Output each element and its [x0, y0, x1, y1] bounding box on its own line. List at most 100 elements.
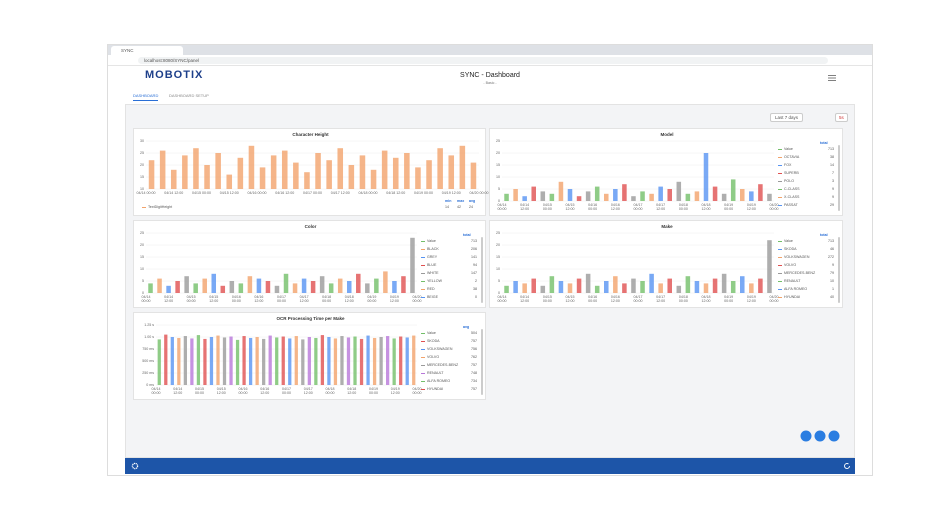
bar: [265, 281, 271, 293]
bar: [540, 191, 546, 201]
bar: [640, 191, 645, 201]
legend-swatch: [421, 265, 425, 266]
panel: Character Height 10 15 20 25 30 04/14 00:00 04/…: [133, 128, 489, 216]
legend-value: 7: [832, 171, 834, 175]
legend-name: ALFA ROMEO: [784, 287, 808, 291]
x-tick-label: 04/18 12:00: [344, 295, 354, 303]
tab-dashboard-setup[interactable]: DASHBOARD SETUP: [169, 93, 209, 98]
y-tick-label: 750 ms: [142, 347, 154, 351]
bar: [721, 273, 727, 293]
legend-swatch: [421, 249, 425, 250]
legend-swatch: [778, 281, 782, 282]
panel-title: Model: [660, 132, 674, 137]
legend-name: Value: [427, 331, 436, 335]
legend-value: 79: [830, 271, 834, 275]
legend-value: 94: [473, 263, 477, 267]
x-tick-label: 04/16 12:00: [610, 203, 620, 211]
bar: [749, 191, 754, 201]
x-tick-label: 04/14 00:00: [151, 387, 161, 395]
bar: [399, 336, 403, 385]
bar: [372, 337, 377, 385]
legend-value: 141: [471, 255, 477, 259]
bar: [270, 155, 277, 189]
bar: [216, 335, 220, 385]
menu-icon[interactable]: [828, 75, 836, 81]
legend-value: 0: [475, 295, 477, 299]
y-tick-label: 1.00 s: [144, 335, 154, 339]
address-bar[interactable]: localhost:8080/SYNC/panel: [138, 57, 828, 64]
plot: 0 5 10 15 20 25: [496, 231, 774, 295]
y-tick-label: 25: [496, 139, 500, 143]
bar: [712, 278, 718, 293]
panel-title: Character Height: [292, 132, 329, 137]
x-tick-label: 04/16 12:00: [275, 191, 295, 195]
bar: [159, 150, 166, 189]
legend-name: OCTAVIA: [784, 155, 800, 159]
bar: [426, 160, 432, 189]
x-tick-label: 04/15 00:00: [542, 203, 552, 211]
legend-column: avg: [469, 199, 476, 203]
fullscreen-button[interactable]: [814, 430, 826, 442]
legend-name: VOLVO: [427, 355, 440, 359]
tab[interactable]: SYNC: [111, 46, 183, 55]
bar: [229, 336, 233, 385]
legend-swatch: [778, 273, 782, 274]
time-range[interactable]: Last 7 days: [770, 113, 804, 122]
legend-value: 14: [830, 163, 834, 167]
bar: [274, 285, 280, 293]
panel-title: OCR Processing Time per Make: [276, 316, 345, 321]
x-tick-label: 04/17 12:00: [656, 203, 666, 211]
refresh-icon[interactable]: [843, 462, 851, 470]
legend-name: POLO: [784, 179, 794, 183]
legend-header: total: [820, 141, 828, 145]
legend-name: RENAULT: [427, 371, 444, 375]
legend-swatch: [421, 257, 425, 258]
x-tick-label: 04/17 00:00: [303, 191, 322, 195]
bar: [540, 285, 546, 293]
bar: [405, 337, 409, 385]
bar: [319, 276, 325, 293]
bar: [470, 162, 477, 189]
legend-value: 46: [830, 247, 834, 251]
legend-value: 748: [471, 371, 477, 375]
legend-swatch: [778, 205, 782, 206]
y-tick-label: 5: [142, 279, 144, 283]
bar: [448, 155, 455, 189]
bar: [459, 145, 466, 189]
bar: [504, 193, 509, 201]
bar: [226, 174, 233, 189]
bar: [531, 186, 536, 201]
y-tick-label: 15: [140, 255, 144, 259]
bar: [307, 337, 311, 385]
tab-dashboard[interactable]: DASHBOARD: [133, 93, 159, 101]
bar: [333, 338, 338, 385]
legend-value: 713: [828, 147, 834, 151]
reload-button[interactable]: [828, 430, 840, 442]
edit-button[interactable]: [800, 430, 812, 442]
legend-scrollbar: [481, 329, 483, 395]
bar: [182, 155, 188, 189]
bar: [337, 148, 344, 189]
bar: [658, 186, 663, 201]
x-tick-label: 04/19 12:00: [390, 387, 400, 395]
legend-name: BLUE: [427, 263, 437, 267]
settings-icon[interactable]: [131, 462, 139, 470]
x-tick-label: 04/19 12:00: [746, 203, 756, 211]
x-tick-label: 04/15 00:00: [186, 295, 196, 303]
y-tick-label: 20: [496, 151, 500, 155]
refresh-interval[interactable]: 5s: [835, 113, 848, 122]
legend-value: 272: [828, 255, 834, 259]
bar: [262, 338, 266, 385]
x-tick-label: 04/19 00:00: [724, 295, 734, 303]
bar: [522, 196, 527, 201]
toolbar: localhost:8080/SYNC/panel: [108, 55, 872, 66]
y-tick-label: 1.25 s: [144, 323, 154, 327]
bar: [379, 337, 383, 385]
bar: [640, 281, 645, 293]
bar: [694, 281, 700, 293]
x-tick-label: 04/16 00:00: [588, 295, 598, 303]
bar: [504, 285, 509, 293]
legend-value: 9: [832, 263, 834, 267]
bar: [292, 283, 298, 293]
bar: [359, 155, 366, 189]
